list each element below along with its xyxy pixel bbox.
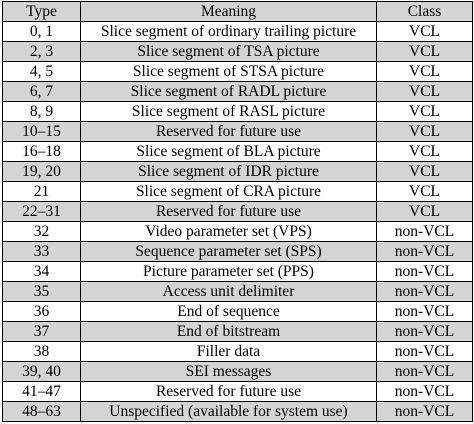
table-row: 36 End of sequence non-VCL	[2, 301, 473, 322]
cell-type: 21	[2, 181, 81, 202]
cell-class: non-VCL	[376, 261, 473, 282]
cell-type: 38	[2, 341, 81, 362]
column-header-type: Type	[2, 1, 81, 22]
cell-class: VCL	[376, 121, 473, 142]
table-row: 22–31 Reserved for future use VCL	[2, 201, 473, 222]
table-row: 33 Sequence parameter set (SPS) non-VCL	[2, 241, 473, 262]
cell-meaning: Slice segment of IDR picture	[80, 161, 377, 182]
table-row: 32 Video parameter set (VPS) non-VCL	[2, 221, 473, 242]
table-row: 21 Slice segment of CRA picture VCL	[2, 181, 473, 202]
cell-class: VCL	[376, 21, 473, 42]
column-header-meaning: Meaning	[80, 1, 377, 22]
table-row: 35 Access unit delimiter non-VCL	[2, 281, 473, 302]
cell-class: non-VCL	[376, 381, 473, 402]
table-row: 2, 3 Slice segment of TSA picture VCL	[2, 41, 473, 62]
cell-meaning: Filler data	[80, 341, 377, 362]
table-row: 38 Filler data non-VCL	[2, 341, 473, 362]
cell-meaning: SEI messages	[80, 361, 377, 382]
cell-class: non-VCL	[376, 321, 473, 342]
cell-type: 37	[2, 321, 81, 342]
cell-type: 0, 1	[2, 21, 81, 42]
cell-meaning: Slice segment of BLA picture	[80, 141, 377, 162]
cell-type: 41–47	[2, 381, 81, 402]
table-row: 48–63 Unspecified (available for system u…	[2, 401, 473, 422]
cell-meaning: Video parameter set (VPS)	[80, 221, 377, 242]
cell-type: 2, 3	[2, 41, 81, 62]
cell-class: non-VCL	[376, 341, 473, 362]
cell-class: non-VCL	[376, 221, 473, 242]
cell-class: non-VCL	[376, 281, 473, 302]
cell-type: 19, 20	[2, 161, 81, 182]
cell-type: 6, 7	[2, 81, 81, 102]
table-row: 37 End of bitstream non-VCL	[2, 321, 473, 342]
cell-class: VCL	[376, 41, 473, 62]
cell-meaning: Reserved for future use	[80, 121, 377, 142]
cell-meaning: Reserved for future use	[80, 201, 377, 222]
table-body: 0, 1 Slice segment of ordinary trailing p…	[2, 21, 473, 422]
cell-type: 10–15	[2, 121, 81, 142]
cell-meaning: End of sequence	[80, 301, 377, 322]
cell-type: 22–31	[2, 201, 81, 222]
cell-meaning: Slice segment of STSA picture	[80, 61, 377, 82]
cell-type: 36	[2, 301, 81, 322]
cell-meaning: Access unit delimiter	[80, 281, 377, 302]
table-row: 8, 9 Slice segment of RASL picture VCL	[2, 101, 473, 122]
cell-class: non-VCL	[376, 301, 473, 322]
column-header-class: Class	[376, 1, 473, 22]
cell-meaning: Slice segment of RASL picture	[80, 101, 377, 122]
cell-class: VCL	[376, 181, 473, 202]
table-row: 41–47 Reserved for future use non-VCL	[2, 381, 473, 402]
cell-class: VCL	[376, 161, 473, 182]
cell-meaning: Picture parameter set (PPS)	[80, 261, 377, 282]
cell-class: VCL	[376, 81, 473, 102]
cell-meaning: Slice segment of RADL picture	[80, 81, 377, 102]
cell-type: 4, 5	[2, 61, 81, 82]
cell-meaning: End of bitstream	[80, 321, 377, 342]
table-row: 34 Picture parameter set (PPS) non-VCL	[2, 261, 473, 282]
table-row: 0, 1 Slice segment of ordinary trailing p…	[2, 21, 473, 42]
header-row: Type Meaning Class	[2, 1, 473, 22]
table-row: 39, 40 SEI messages non-VCL	[2, 361, 473, 382]
cell-meaning: Slice segment of CRA picture	[80, 181, 377, 202]
cell-type: 16–18	[2, 141, 81, 162]
cell-class: non-VCL	[376, 401, 473, 422]
cell-class: VCL	[376, 141, 473, 162]
cell-class: VCL	[376, 201, 473, 222]
cell-class: VCL	[376, 101, 473, 122]
cell-class: VCL	[376, 61, 473, 82]
cell-type: 39, 40	[2, 361, 81, 382]
cell-class: non-VCL	[376, 361, 473, 382]
table-row: 4, 5 Slice segment of STSA picture VCL	[2, 61, 473, 82]
table-row: 6, 7 Slice segment of RADL picture VCL	[2, 81, 473, 102]
cell-type: 48–63	[2, 401, 81, 422]
table-header: Type Meaning Class	[2, 1, 473, 22]
cell-type: 34	[2, 261, 81, 282]
table-row: 10–15 Reserved for future use VCL	[2, 121, 473, 142]
cell-meaning: Sequence parameter set (SPS)	[80, 241, 377, 262]
cell-meaning: Unspecified (available for system use)	[80, 401, 377, 422]
cell-type: 32	[2, 221, 81, 242]
cell-meaning: Reserved for future use	[80, 381, 377, 402]
cell-meaning: Slice segment of TSA picture	[80, 41, 377, 62]
cell-type: 33	[2, 241, 81, 262]
cell-type: 8, 9	[2, 101, 81, 122]
cell-type: 35	[2, 281, 81, 302]
table-row: 19, 20 Slice segment of IDR picture VCL	[2, 161, 473, 182]
cell-meaning: Slice segment of ordinary trailing pictu…	[80, 21, 377, 42]
table-row: 16–18 Slice segment of BLA picture VCL	[2, 141, 473, 162]
cell-class: non-VCL	[376, 241, 473, 262]
